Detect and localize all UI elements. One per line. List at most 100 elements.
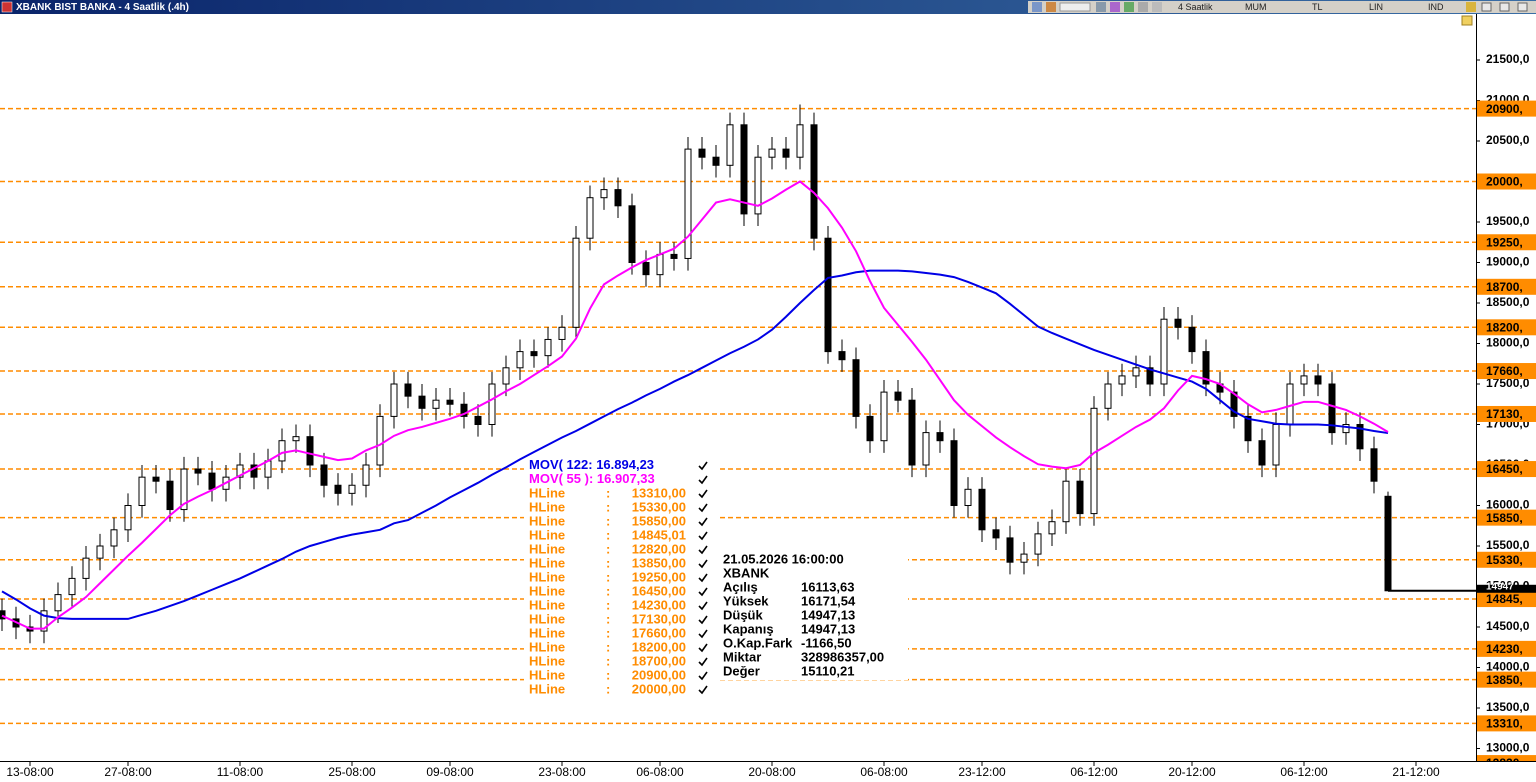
legend-name: HLine <box>529 611 565 626</box>
price-tag-label: 13850, <box>1486 673 1523 687</box>
candle-body <box>1342 424 1350 434</box>
x-tick-label: 06-12:00 <box>1280 765 1328 779</box>
candle-body <box>362 464 370 486</box>
legend-value: 20000,00 <box>632 681 686 696</box>
tool-button[interactable] <box>1124 2 1134 12</box>
info-label: O.Kap.Fark <box>723 635 793 650</box>
x-axis-panel <box>0 761 1536 782</box>
tool-button[interactable] <box>1152 2 1162 12</box>
toolbar-label[interactable]: TL <box>1312 2 1323 12</box>
legend-value: : 16.907,33 <box>589 471 655 486</box>
info-label: Kapanış <box>723 621 774 636</box>
tool-button[interactable] <box>1466 2 1476 12</box>
x-tick-label: 25-08:00 <box>328 765 376 779</box>
y-tick-label: 15500,0 <box>1486 538 1530 552</box>
x-tick-label: 21-12:00 <box>1392 765 1440 779</box>
toolbar-label[interactable]: LIN <box>1369 2 1383 12</box>
price-tag-label: 18200, <box>1486 320 1523 334</box>
legend-value: 16450,00 <box>632 583 686 598</box>
candle-body <box>670 253 678 259</box>
candle-body <box>264 460 272 478</box>
info-background <box>720 552 908 680</box>
info-label: Düşük <box>723 607 764 622</box>
candle-body <box>880 391 888 442</box>
price-tag <box>1477 278 1536 295</box>
check-icon <box>698 615 708 625</box>
candle-body <box>320 464 328 486</box>
check-icon <box>698 475 708 485</box>
candle-body <box>698 148 706 158</box>
y-tick-label: 18000,0 <box>1486 336 1530 350</box>
candle-body <box>628 205 636 264</box>
candle-body <box>894 391 902 401</box>
check-icon <box>698 503 708 513</box>
price-tag-label: 17660, <box>1486 364 1523 378</box>
legend-entry: MOV( 55 ): 16.907,33 <box>529 471 655 486</box>
legend-value: 14845,01 <box>632 527 686 542</box>
legend-value: 15330,00 <box>632 499 686 514</box>
toolbar-label[interactable]: 4 Saatlik <box>1178 2 1213 12</box>
candle-body <box>390 383 398 417</box>
app-icon <box>1 1 13 13</box>
minimize-button[interactable] <box>1481 2 1492 12</box>
legend-name: HLine <box>529 625 565 640</box>
candle-body <box>1076 480 1084 515</box>
restore-button[interactable] <box>1499 2 1510 12</box>
check-icon <box>698 573 708 583</box>
candle-body <box>1034 533 1042 555</box>
candle-body <box>194 468 202 474</box>
candle-body <box>1258 440 1266 466</box>
price-tag-label: 15330, <box>1486 553 1523 567</box>
legend-separator: : <box>606 583 610 598</box>
check-icon <box>698 671 708 681</box>
legend-name: HLine <box>529 667 565 682</box>
legend-value: 17660,00 <box>632 625 686 640</box>
tool-button[interactable] <box>1110 2 1120 12</box>
candle-body <box>418 395 426 409</box>
toolbar-label[interactable]: IND <box>1428 2 1444 12</box>
candle-body <box>852 359 860 417</box>
window-title: XBANK BIST BANKA - 4 Saatlik (.4h) <box>16 2 189 13</box>
legend-name: HLine <box>529 513 565 528</box>
close-button[interactable] <box>1517 2 1528 12</box>
legend-separator: : <box>606 625 610 640</box>
check-icon <box>698 531 708 541</box>
candle-body <box>110 529 118 547</box>
tool-button[interactable] <box>1059 2 1091 12</box>
candle-body <box>348 484 356 494</box>
info-label: Açılış <box>723 579 758 594</box>
check-icon <box>698 559 708 569</box>
price-tag <box>1477 671 1536 688</box>
candle-body <box>40 610 48 632</box>
x-tick-label: 27-08:00 <box>104 765 152 779</box>
tool-button[interactable] <box>1046 2 1056 12</box>
x-tick-label: 20-12:00 <box>1168 765 1216 779</box>
candle-body <box>306 436 314 466</box>
candle-body <box>404 383 412 397</box>
legend-separator: : <box>606 555 610 570</box>
y-tick-label: 18500,0 <box>1486 295 1530 309</box>
plot-area <box>0 104 1476 725</box>
candle-body <box>460 403 468 417</box>
candle-body <box>530 351 538 357</box>
legend-separator: : <box>606 485 610 500</box>
info-value: -1166,50 <box>801 635 852 650</box>
info-value: 16113,63 <box>801 579 855 594</box>
x-tick-label: 09-08:00 <box>426 765 474 779</box>
x-tick-label: 06-08:00 <box>860 765 908 779</box>
candle-body <box>250 464 258 478</box>
last-price-tag <box>1477 584 1536 593</box>
legend-value: 18200,00 <box>632 639 686 654</box>
legend-name: MOV( 122 <box>529 457 588 472</box>
candle-body <box>1370 448 1378 482</box>
toolbar-label[interactable]: MUM <box>1245 2 1267 12</box>
toolbar-icons[interactable] <box>1032 2 1528 12</box>
candle-body <box>432 399 440 409</box>
price-tag <box>1477 715 1536 732</box>
price-tag-label: 14230, <box>1486 642 1523 656</box>
candle-body <box>810 124 818 239</box>
tool-button[interactable] <box>1096 2 1106 12</box>
tool-button[interactable] <box>1032 2 1042 12</box>
tool-button[interactable] <box>1138 2 1148 12</box>
y-tick-label: 14500,0 <box>1486 619 1530 633</box>
